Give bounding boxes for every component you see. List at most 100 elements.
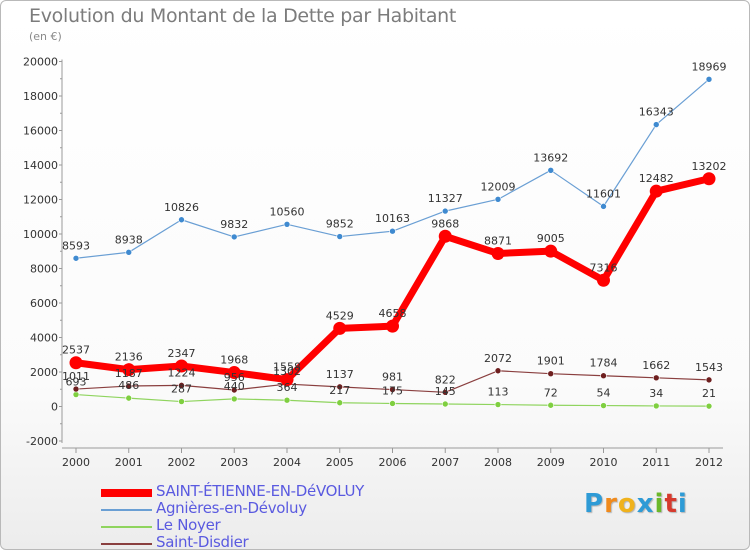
data-point: [494, 367, 502, 375]
y-tick-label: 6000: [30, 297, 58, 310]
data-label: 1224: [168, 366, 196, 379]
x-tick-label: 2002: [168, 456, 196, 469]
data-point: [72, 385, 80, 393]
logo-letter: r: [604, 489, 618, 519]
data-label: 981: [382, 371, 403, 384]
data-point: [544, 244, 558, 258]
data-label: 21: [702, 387, 716, 400]
proxiti-logo: Proxiti: [584, 489, 688, 519]
data-point: [547, 167, 555, 174]
series-agnie-res-en-de-voluy: [72, 75, 713, 262]
logo-letter: t: [664, 489, 678, 519]
data-point: [600, 203, 607, 210]
data-label: 4529: [326, 309, 354, 322]
legend-swatch: [101, 509, 152, 511]
x-tick-label: 2007: [431, 456, 459, 469]
data-point: [122, 363, 136, 377]
data-label: 4658: [379, 307, 407, 320]
data-label: 7316: [590, 261, 618, 274]
x-tick-label: 2011: [642, 456, 670, 469]
legend-swatch: [101, 526, 152, 528]
data-point: [389, 386, 396, 393]
data-point: [705, 376, 713, 384]
data-label: 1784: [590, 357, 618, 370]
data-label: 34: [649, 387, 663, 400]
data-label: 16343: [639, 106, 674, 119]
data-label: 1968: [220, 354, 248, 367]
data-label: 1187: [115, 367, 143, 380]
data-label: 10163: [375, 212, 410, 225]
x-tick-label: 2010: [590, 456, 618, 469]
x-tick-label: 2004: [273, 456, 301, 469]
data-point: [649, 184, 663, 198]
data-point: [600, 372, 607, 380]
data-point: [178, 382, 185, 389]
data-label: 12009: [481, 180, 516, 193]
data-label: 1137: [326, 368, 354, 381]
logo-letter: i: [654, 489, 665, 519]
data-label: 11601: [586, 187, 621, 200]
data-point: [125, 382, 133, 390]
y-tick-label: 14000: [23, 159, 58, 172]
chart-subtitle: (en €): [29, 30, 62, 43]
data-point: [491, 246, 505, 260]
data-point: [652, 402, 660, 410]
data-label: 8871: [484, 234, 512, 247]
data-label: 2072: [484, 352, 512, 365]
data-label: 1662: [642, 359, 670, 372]
data-label: 2537: [62, 344, 90, 357]
data-point: [283, 396, 291, 404]
data-label: 9868: [431, 217, 459, 230]
y-tick-label: 0: [51, 401, 58, 414]
data-label: 175: [382, 384, 403, 397]
data-point: [280, 373, 294, 387]
data-point: [386, 319, 399, 333]
data-point: [705, 402, 713, 410]
data-point: [72, 254, 80, 262]
data-point: [389, 400, 396, 407]
data-point: [705, 75, 713, 83]
data-label: 1558: [273, 361, 301, 374]
data-label: 440: [224, 380, 245, 393]
data-label: 13202: [692, 160, 727, 173]
data-label: 1302: [273, 365, 301, 378]
data-point: [597, 273, 610, 287]
data-label: 1011: [62, 370, 90, 383]
data-point: [494, 196, 502, 203]
x-tick-label: 2006: [379, 456, 407, 469]
y-tick-label: 18000: [23, 90, 58, 103]
data-point: [702, 172, 716, 186]
y-tick-label: 8000: [30, 263, 58, 276]
y-tick-label: 2000: [30, 366, 58, 379]
data-label: 11327: [428, 192, 463, 205]
data-point: [230, 386, 238, 394]
data-label: 10826: [164, 201, 199, 214]
data-point: [336, 233, 344, 240]
data-point: [125, 249, 133, 256]
data-label: 145: [435, 385, 456, 398]
y-tick-label: -2000: [26, 435, 58, 448]
series-le-noyer: [72, 391, 713, 410]
data-point: [333, 321, 347, 335]
data-point: [125, 394, 133, 402]
data-point: [336, 383, 344, 391]
data-label: 693: [66, 376, 87, 389]
data-point: [389, 227, 396, 235]
x-tick-label: 2003: [220, 456, 248, 469]
data-label: 1901: [537, 355, 565, 368]
x-tick-label: 2008: [484, 456, 512, 469]
data-point: [178, 398, 185, 405]
data-label: 822: [435, 373, 456, 386]
data-label: 18969: [692, 60, 727, 73]
data-label: 1543: [695, 361, 723, 374]
data-label: 364: [277, 381, 298, 394]
data-point: [336, 399, 344, 407]
data-label: 486: [118, 379, 139, 392]
legend-swatch: [101, 489, 152, 497]
legend-label: SAINT-ÉTIENNE-EN-DéVOLUY: [156, 482, 365, 500]
legend-swatch: [101, 543, 152, 545]
data-point: [230, 395, 238, 403]
data-point: [178, 216, 185, 224]
logo-letter: i: [677, 489, 688, 519]
